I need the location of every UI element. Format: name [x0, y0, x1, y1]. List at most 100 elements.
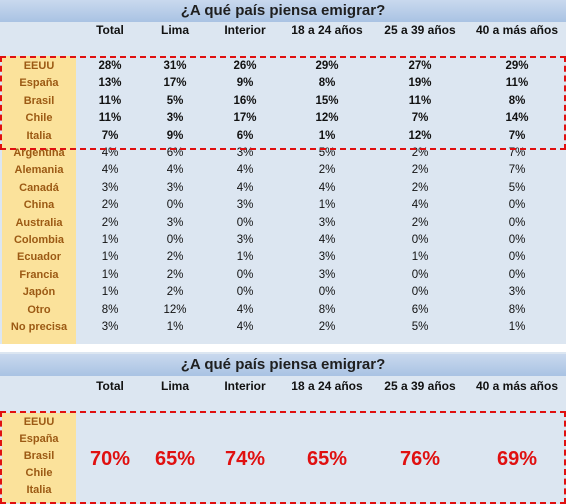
table-cell: 17% — [163, 77, 187, 90]
table-cell: 1% — [318, 199, 336, 212]
table-cell: 0% — [166, 234, 184, 246]
table-cell: 27% — [408, 60, 432, 72]
table-cell: 3% — [166, 216, 184, 229]
table-cell: 0% — [236, 268, 254, 281]
table-cell: 9% — [236, 77, 254, 90]
table-row: China 2% 0% 3% 1% 4% 0% — [0, 197, 566, 214]
table-cell: 1% — [101, 286, 119, 299]
table-cell: 4% — [101, 164, 119, 177]
country-name: Otro — [27, 303, 51, 316]
table-row: Brasil 11% 5% 16% 15% 11% 8% — [0, 93, 566, 110]
table-cell: 3% — [101, 321, 119, 333]
table-cell: 1% — [508, 321, 526, 333]
top-table-title: ¿A qué país piensa emigrar? — [0, 0, 566, 22]
table-cell: 2% — [411, 181, 429, 194]
table-cell: 6% — [236, 129, 254, 142]
table-row: Italia 7% 9% 6% 1% 12% 7% — [0, 128, 566, 145]
country-name: España — [19, 433, 59, 445]
country-name: EEUU — [23, 416, 55, 428]
table-cell: 0% — [236, 216, 254, 229]
table-cell: 5% — [318, 147, 336, 159]
total-value: 76% — [399, 448, 441, 470]
table-cell: 12% — [163, 303, 187, 316]
top-column-header: 40 a más años — [475, 23, 559, 37]
table-cell: 29% — [315, 60, 339, 72]
table-cell: 1% — [101, 251, 119, 264]
top-column-header: Interior — [224, 23, 266, 37]
bottom-table-header: Total Lima Interior 18 a 24 años 25 a 39 año… — [0, 379, 566, 396]
table-cell: 7% — [508, 147, 526, 159]
table-cell: 3% — [101, 181, 119, 194]
table-cell: 2% — [101, 216, 119, 229]
table-cell: 9% — [166, 129, 184, 142]
table-cell: 4% — [236, 181, 254, 194]
table-row: Canadá 3% 3% 4% 4% 2% 5% — [0, 180, 566, 197]
table-cell: 8% — [508, 94, 526, 107]
country-name: Ecuador — [16, 251, 61, 264]
table-cell: 12% — [408, 129, 432, 142]
table-row: EEUU 28% 31% 26% 29% 27% 29% — [0, 58, 566, 75]
table-row: Francia 1% 2% 0% 3% 0% 0% — [0, 267, 566, 284]
table-cell: 2% — [411, 147, 429, 159]
table-cell: 0% — [508, 216, 526, 229]
top-column-header: 18 a 24 años — [291, 23, 363, 37]
table-row: Alemania 4% 4% 4% 2% 2% 7% — [0, 162, 566, 179]
table-cell: 3% — [166, 112, 184, 125]
table-cell: 3% — [508, 286, 526, 299]
table-cell: 1% — [166, 321, 184, 333]
top-table-header: Total Lima Interior 18 a 24 años 25 a 39 año… — [0, 23, 566, 40]
table-cell: 14% — [505, 112, 529, 125]
top-column-header: Lima — [160, 23, 189, 37]
table-cell: 4% — [318, 181, 336, 194]
table-cell: 8% — [101, 303, 119, 316]
bottom-country-column — [2, 413, 76, 503]
table-cell: 2% — [411, 216, 429, 229]
table-row: Argentina 4% 6% 3% 5% 2% 7% — [0, 145, 566, 162]
country-name: Italia — [26, 129, 52, 142]
table-cell: 1% — [236, 251, 254, 264]
table-cell: 19% — [408, 77, 432, 90]
table-cell: 2% — [411, 164, 429, 177]
table-cell: 4% — [166, 164, 184, 177]
bottom-column-header: Total — [96, 379, 124, 393]
country-name: Chile — [25, 467, 53, 479]
table-cell: 8% — [508, 303, 526, 316]
country-name: Francia — [19, 268, 59, 281]
table-cell: 3% — [236, 234, 254, 246]
table-cell: 0% — [411, 286, 429, 299]
table-cell: 4% — [236, 303, 254, 316]
table-cell: 4% — [318, 234, 336, 246]
bottom-table-title: ¿A qué país piensa emigrar? — [0, 354, 566, 376]
country-name: Japón — [22, 286, 56, 299]
table-cell: 6% — [166, 147, 184, 159]
table-cell: 2% — [166, 268, 184, 281]
table-cell: 7% — [101, 129, 119, 142]
table-cell: 11% — [98, 94, 122, 107]
table-cell: 4% — [101, 147, 119, 159]
total-value: 69% — [496, 448, 538, 470]
table-cell: 6% — [411, 303, 429, 316]
table-cell: 5% — [166, 94, 184, 107]
table-cell: 0% — [318, 286, 336, 299]
table-cell: 1% — [318, 129, 336, 142]
table-cell: 0% — [166, 199, 184, 212]
country-name: Alemania — [14, 164, 64, 177]
bottom-column-header: 40 a más años — [475, 379, 559, 393]
table-cell: 16% — [233, 94, 257, 107]
country-name: Canadá — [19, 181, 59, 194]
table-cell: 1% — [101, 268, 119, 281]
table-cell: 2% — [318, 321, 336, 333]
bottom-table-panel — [0, 352, 566, 504]
bottom-column-header: 18 a 24 años — [291, 379, 363, 393]
table-cell: 4% — [411, 199, 429, 212]
bottom-column-header: Interior — [224, 379, 266, 393]
table-cell: 3% — [236, 199, 254, 212]
table-cell: 11% — [408, 94, 432, 107]
table-row: No precisa 3% 1% 4% 2% 5% 1% — [0, 319, 566, 336]
table-cell: 7% — [508, 129, 526, 142]
table-cell: 3% — [236, 147, 254, 159]
country-name: Brasil — [23, 450, 55, 462]
table-cell: 0% — [508, 234, 526, 246]
table-cell: 0% — [411, 234, 429, 246]
table-cell: 7% — [411, 112, 429, 125]
